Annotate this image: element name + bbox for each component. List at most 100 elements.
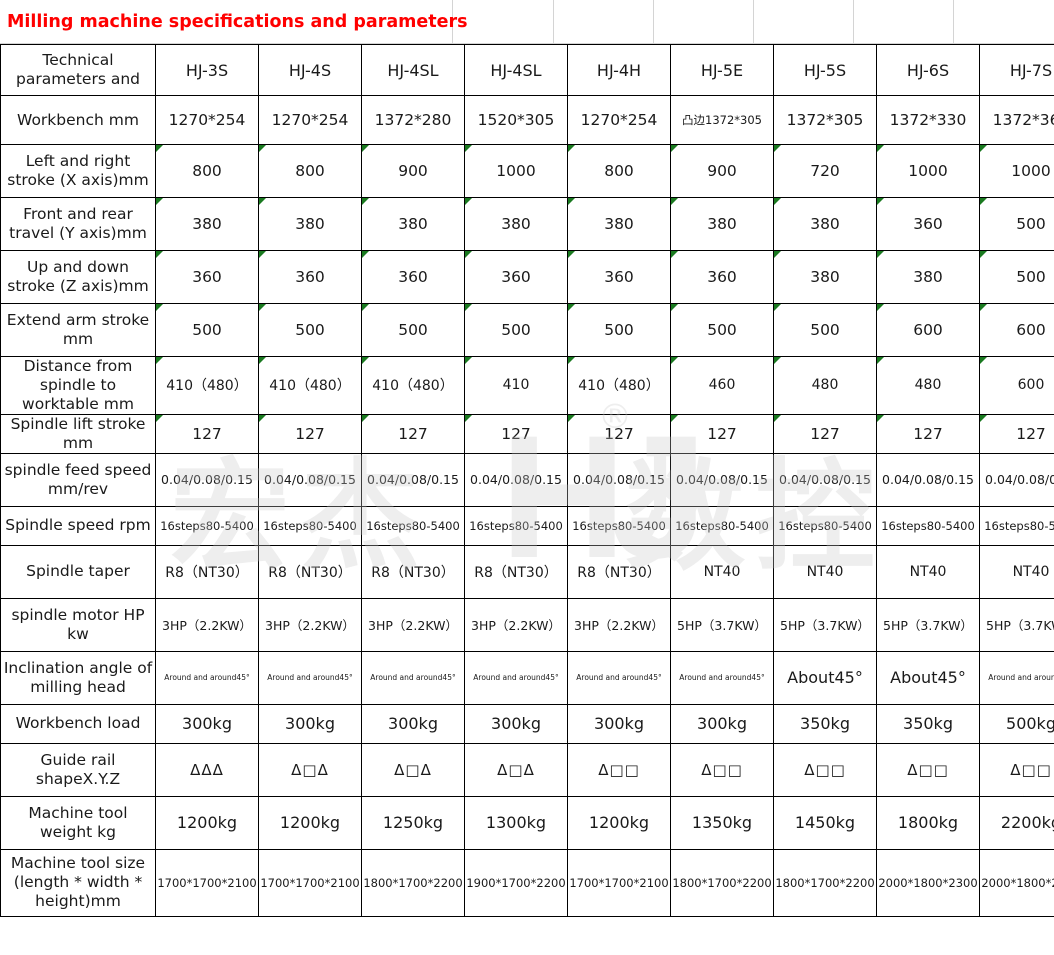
row-label-cell: Guide rail shapeX.Y.Z: [0, 742, 156, 797]
table-cell: 360: [567, 250, 671, 304]
table-cell: NT40: [876, 544, 980, 599]
table-cell: 1200kg: [155, 795, 259, 850]
row-label-cell: Machine tool weight kg: [0, 795, 156, 850]
table-cell: 0.04/0.08/0.15: [464, 452, 568, 507]
table-cell: NT40: [670, 544, 774, 599]
table-cell: 500kg: [979, 703, 1054, 744]
row-label-cell: Inclination angle of milling head: [0, 650, 156, 705]
table-cell: 5HP（3.7KW）: [773, 597, 877, 652]
table-cell: Δ□□: [876, 742, 980, 797]
table-cell: Around and around45°: [670, 650, 774, 705]
grid-line: [853, 0, 854, 44]
table-cell: 3HP（2.2KW）: [567, 597, 671, 652]
table-cell: 500: [979, 197, 1054, 251]
table-row: spindle motor HP kw 3HP（2.2KW） 3HP（2.2KW） 3…: [0, 597, 1054, 652]
row-label-cell: Spindle speed rpm: [0, 505, 156, 546]
table-cell: 1700*1700*2100: [155, 848, 259, 917]
table-cell: 300kg: [464, 703, 568, 744]
table-cell: 380: [876, 250, 980, 304]
table-cell: 5HP（3.7KW）: [876, 597, 980, 652]
table-cell: 350kg: [773, 703, 877, 744]
table-cell: 16steps80-5400: [876, 505, 980, 546]
row-label-cell: Front and rear travel (Y axis)mm: [0, 197, 156, 251]
model-header-cell: HJ-4S: [258, 44, 362, 96]
table-cell: 3HP（2.2KW）: [258, 597, 362, 652]
table-row: Spindle taper R8（NT30） R8（NT30） R8（NT30） R8（…: [0, 544, 1054, 599]
table-cell: 1800*1700*2200: [361, 848, 465, 917]
grid-line: [553, 0, 554, 44]
table-cell: 16steps80-5400: [670, 505, 774, 546]
model-header-cell: HJ-4SL: [361, 44, 465, 96]
table-cell: 410（480）: [567, 356, 671, 415]
table-row: spindle feed speed mm/rev 0.04/0.08/0.15 0…: [0, 452, 1054, 507]
table-cell: 360: [155, 250, 259, 304]
table-cell: 1700*1700*2100: [567, 848, 671, 917]
table-cell: 127: [670, 413, 774, 454]
table-cell: 1270*254: [258, 95, 362, 145]
table-cell: 380: [155, 197, 259, 251]
table-cell: 500: [670, 303, 774, 357]
table-cell: R8（NT30）: [258, 544, 362, 599]
table-cell: 500: [464, 303, 568, 357]
table-cell: 360: [258, 250, 362, 304]
model-header-cell: HJ-4SL: [464, 44, 568, 96]
table-cell: 410: [464, 356, 568, 415]
page-title: Milling machine specifications and param…: [7, 12, 468, 32]
table-cell: 300kg: [670, 703, 774, 744]
table-cell: 1200kg: [567, 795, 671, 850]
model-header-cell: HJ-5E: [670, 44, 774, 96]
row-label-cell: Workbench load: [0, 703, 156, 744]
table-cell: 1270*254: [155, 95, 259, 145]
table-cell: 500: [979, 250, 1054, 304]
table-cell: NT40: [773, 544, 877, 599]
table-cell: 0.04/0.08/0.15: [361, 452, 465, 507]
corner-header-cell: Technical parameters and: [0, 44, 156, 96]
row-label-cell: spindle feed speed mm/rev: [0, 452, 156, 507]
table-cell: 500: [567, 303, 671, 357]
table-cell: 380: [567, 197, 671, 251]
table-cell: 600: [979, 356, 1054, 415]
table-cell: 300kg: [155, 703, 259, 744]
table-cell: 1372*305: [773, 95, 877, 145]
grid-line: [452, 0, 453, 44]
table-cell: 300kg: [361, 703, 465, 744]
model-header-cell: HJ-4H: [567, 44, 671, 96]
table-row: Machine tool weight kg 1200kg 1200kg 1250kg…: [0, 795, 1054, 850]
table-cell: 720: [773, 144, 877, 198]
table-cell: 480: [876, 356, 980, 415]
table-cell: R8（NT30）: [155, 544, 259, 599]
table-cell: Around and around45°: [361, 650, 465, 705]
table-cell: 5HP（3.7KW）: [670, 597, 774, 652]
table-cell: Around and around45°: [567, 650, 671, 705]
row-label-cell: Spindle taper: [0, 544, 156, 599]
table-row: Inclination angle of milling head Around …: [0, 650, 1054, 705]
table-cell: 1000: [876, 144, 980, 198]
table-row: Spindle speed rpm 16steps80-5400 16steps80…: [0, 505, 1054, 546]
table-cell: Around and around45°: [155, 650, 259, 705]
row-label-cell: Left and right stroke (X axis)mm: [0, 144, 156, 198]
table-cell: 900: [361, 144, 465, 198]
model-header-cell: HJ-5S: [773, 44, 877, 96]
table-cell: 300kg: [567, 703, 671, 744]
table-row: Guide rail shapeX.Y.Z ΔΔΔ Δ□Δ Δ□Δ Δ□Δ Δ□□ Δ□□ Δ…: [0, 742, 1054, 797]
table-cell: 360: [670, 250, 774, 304]
table-cell: Around and around45°: [979, 650, 1054, 705]
specifications-table: Technical parameters and HJ-3S HJ-4S HJ-4SL…: [0, 44, 1054, 917]
table-cell: Δ□□: [567, 742, 671, 797]
table-cell: 380: [773, 197, 877, 251]
table-cell: 800: [155, 144, 259, 198]
table-cell: Δ□□: [670, 742, 774, 797]
row-label-cell: Extend arm stroke mm: [0, 303, 156, 357]
table-cell: 1250kg: [361, 795, 465, 850]
table-cell: 360: [876, 197, 980, 251]
table-cell: 2200kg: [979, 795, 1054, 850]
table-cell: 16steps80-5400: [361, 505, 465, 546]
table-cell: R8（NT30）: [567, 544, 671, 599]
table-cell: 1270*254: [567, 95, 671, 145]
table-cell: 127: [979, 413, 1054, 454]
table-cell: 127: [567, 413, 671, 454]
table-cell: 1800*1700*2200: [670, 848, 774, 917]
table-cell: 800: [567, 144, 671, 198]
table-row: Extend arm stroke mm 500 500 500 500 500 500 50…: [0, 303, 1054, 357]
table-cell: 0.04/0.08/0.15: [670, 452, 774, 507]
